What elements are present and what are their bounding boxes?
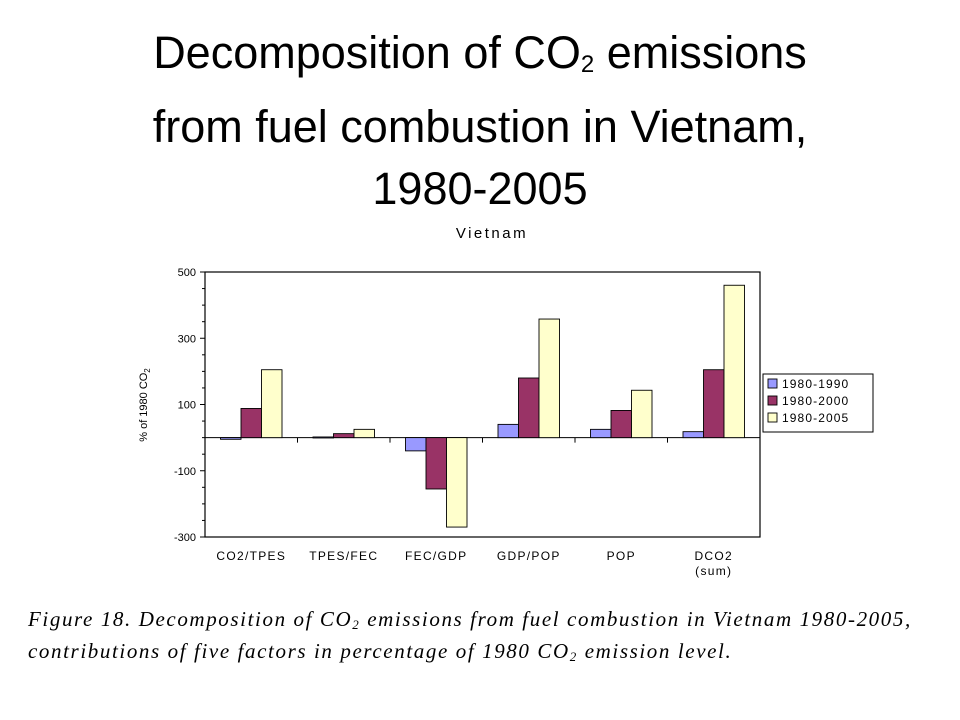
category-label: GDP/POP [497,549,561,563]
legend-swatch [767,412,778,423]
y-tick-label: 100 [178,400,196,412]
bar-1980-2000-GDP/POP [518,377,540,439]
y-axis: -300 -100 100 300 500 [174,267,760,544]
chart-title: Vietnam [456,225,528,242]
plot-area [204,271,761,538]
legend-box [762,373,874,433]
category-label: DCO2 [694,549,733,563]
bar-1980-2005-DCO2 [723,284,745,439]
slide-title-line-1: Decomposition of CO2 emissions [40,22,920,96]
bar-1980-2005-GDP/POP [538,318,560,439]
caption-line-1: Figure 18. Decomposition of CO2 emission… [28,607,912,632]
slide-title-line-3: 1980-2005 [372,163,588,214]
category-label: FEC/GDP [405,549,467,563]
x-axis-labels: CO2/TPES TPES/FEC FEC/GDP GDP/POP POP DCO2(su… [216,549,733,578]
caption-line-2: contributions of five factors in percent… [28,639,733,664]
bar-1980-2000-FEC/GDP [425,437,447,490]
title-text-b: emissions [594,27,807,78]
legend-label: 1980-1990 [782,377,849,391]
figure-caption: Figure 18. Decomposition of CO2 emission… [28,606,948,670]
bars [220,284,745,528]
y-tick-label: 300 [178,333,196,345]
y-tick-label: -100 [174,466,196,478]
slide-title-line-2: from fuel combustion in Vietnam, [152,101,808,152]
slide-title: Decomposition of CO2 emissions from fuel… [40,22,920,220]
bar-1980-2000-POP [610,410,632,439]
category-sublabel: (sum) [695,564,732,578]
category-label: TPES/FEC [309,549,378,563]
legend-swatch [767,378,778,389]
bar-1980-1990-GDP/POP [497,423,519,439]
bar-1980-1990-DCO2 [682,431,704,439]
bar-1980-1990-TPES/FEC [312,436,334,439]
bar-1980-1990-POP [590,428,612,439]
category-label: POP [607,549,636,563]
bar-1980-2000-TPES/FEC [333,433,355,439]
y-axis-label: % of 1980 CO2 [138,368,152,442]
bar-1980-2005-TPES/FEC [353,428,375,439]
bar-1980-2000-CO2/TPES [240,408,262,439]
bar-1980-2000-DCO2 [703,369,725,439]
bar-1980-1990-FEC/GDP [405,437,427,452]
legend: 1980-1990 1980-2000 1980-2005 [762,373,874,433]
legend-label: 1980-2005 [782,411,849,425]
legend-label: 1980-2000 [782,394,849,408]
category-label: CO2/TPES [216,549,286,563]
legend-swatch [767,395,778,406]
bar-1980-1990-CO2/TPES [220,437,242,440]
bar-1980-2005-FEC/GDP [446,437,468,528]
y-tick-label: -300 [174,532,196,544]
title-text-a: Decomposition of CO [153,27,581,78]
title-subscript: 2 [580,51,595,78]
bar-1980-2005-POP [631,389,653,439]
bar-1980-2005-CO2/TPES [261,369,283,439]
y-tick-label: 500 [178,267,196,279]
